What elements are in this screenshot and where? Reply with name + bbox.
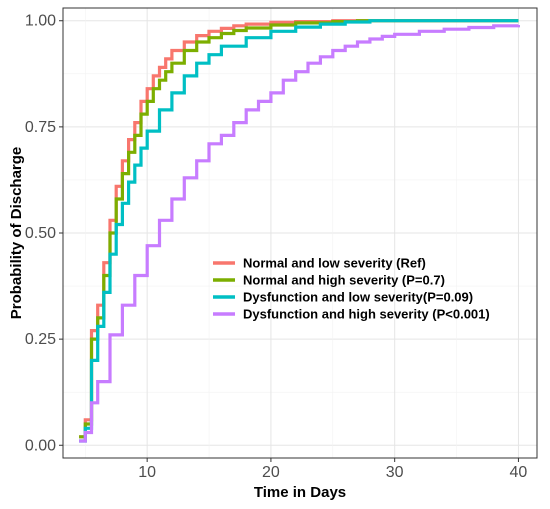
y-tick-label: 0.25 (25, 331, 56, 348)
axes: 0.00 0.25 0.50 0.75 1.00 10 20 30 40 (25, 13, 528, 481)
y-tick-label: 0.50 (25, 225, 56, 242)
x-tick-label: 10 (138, 464, 156, 481)
series-line-3 (79, 19, 519, 443)
series-line-4 (79, 24, 520, 443)
legend-label-1: Normal and low severity (Ref) (243, 256, 426, 271)
y-tick-label: 0.00 (25, 437, 56, 454)
y-tick-label: 0.75 (25, 119, 56, 136)
x-tick-label: 20 (262, 464, 280, 481)
y-tick-label: 1.00 (25, 13, 56, 30)
series-line-1 (79, 19, 519, 439)
legend: Normal and low severity (Ref) Normal and … (213, 256, 490, 322)
grid (63, 8, 537, 458)
y-axis-title: Probability of Discharge (8, 147, 25, 320)
series-line-2 (79, 19, 519, 439)
legend-label-3: Dysfunction and low severity(P=0.09) (243, 290, 473, 305)
x-tick-label: 30 (386, 464, 404, 481)
legend-label-4: Dysfunction and high severity (P<0.001) (243, 307, 490, 322)
series-group (79, 19, 520, 443)
x-tick-label: 40 (510, 464, 528, 481)
legend-label-2: Normal and high severity (P=0.7) (243, 273, 445, 288)
x-axis-title: Time in Days (254, 484, 346, 501)
